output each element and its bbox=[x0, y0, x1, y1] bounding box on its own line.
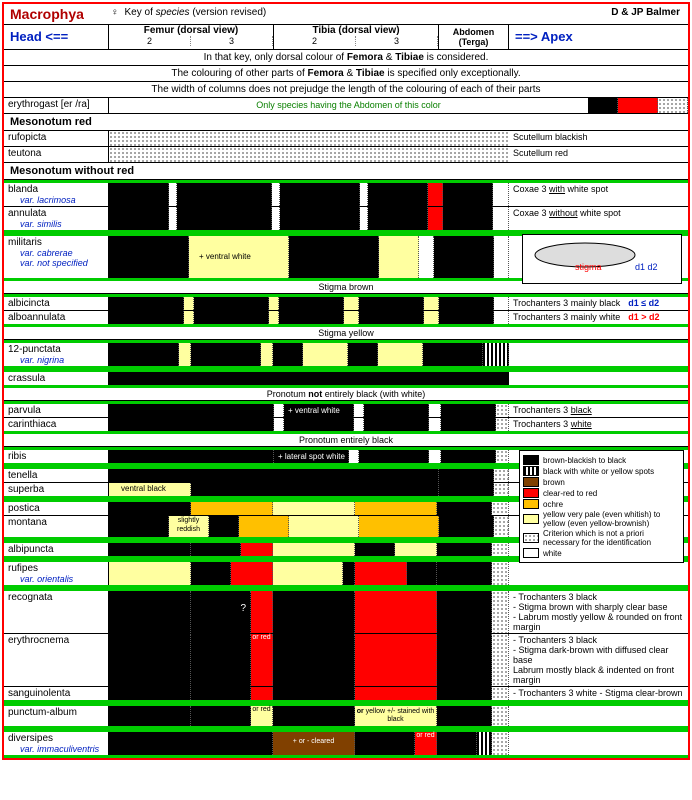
key-table: Macrophya ♀ Key of species (version revi… bbox=[2, 2, 690, 760]
sep-pronotum-not: Pronotum not entirely black (with white) bbox=[4, 388, 688, 401]
color-legend: brown-blackish to black black with white… bbox=[519, 450, 684, 563]
apex-label: ==> Apex bbox=[509, 25, 688, 49]
sex-symbol: ♀ bbox=[109, 4, 121, 24]
section-mesonotum-red: Mesonotum red bbox=[4, 114, 688, 131]
tibia-header: Tibia (dorsal view) 23 bbox=[274, 25, 439, 49]
row-alboannulata: alboannulata Trochanters 3 mainly whited… bbox=[4, 311, 688, 327]
row-militaris: militarisvar. cabreraevar. not specified… bbox=[4, 233, 688, 281]
row-annulata: annulatavar. similis Coxae 3 without whi… bbox=[4, 207, 688, 233]
head-label: Head <== bbox=[4, 25, 109, 49]
femur-label: Femur (dorsal view) bbox=[109, 25, 273, 36]
row-sanguinolenta: sanguinolenta - Trochanters 3 white - St… bbox=[4, 687, 688, 703]
sep-stigma-yellow: Stigma yellow bbox=[4, 327, 688, 340]
row-punctum-album: punctum-album or red or yellow +/- stain… bbox=[4, 703, 688, 729]
row-erythrocnema: erythrocnema or red - Trochanters 3 blac… bbox=[4, 634, 688, 687]
erythrogast-note: Only species having the Abdomen of this … bbox=[109, 98, 588, 113]
row-carinthiaca: carinthiaca Trochanters 3 white bbox=[4, 418, 688, 434]
section-mesonotum-without-red: Mesonotum without red bbox=[4, 163, 688, 180]
sep-pronotum-entire: Pronotum entirely black bbox=[4, 434, 688, 447]
species-name: erythrogast [er /ra] bbox=[4, 98, 109, 113]
note-3: The width of columns does not prejudge t… bbox=[4, 82, 688, 98]
row-crassula: crassula bbox=[4, 369, 688, 388]
authors: D & JP Balmer bbox=[603, 4, 688, 24]
row-erythrogast: erythrogast [er /ra] Only species having… bbox=[4, 98, 688, 114]
abdomen-header: Abdomen (Terga) bbox=[439, 25, 509, 49]
row-recognata: recognata ? - Trochanters 3 black - Stig… bbox=[4, 588, 688, 634]
row-parvula: parvula + ventral white Trochanters 3 bl… bbox=[4, 401, 688, 418]
row-12punctata: 12-punctatavar. nigrina bbox=[4, 340, 688, 369]
svg-text:d1 d2: d1 d2 bbox=[635, 262, 658, 272]
stigma-diagram: stigma d1 d2 bbox=[522, 234, 682, 284]
note-1: In that key, only dorsal colour of Femor… bbox=[4, 50, 688, 66]
row-albicincta: albicincta Trochanters 3 mainly blackd1 … bbox=[4, 294, 688, 311]
column-header: Head <== Femur (dorsal view) 23 Tibia (d… bbox=[4, 25, 688, 50]
row-blanda: blandavar. lacrimosa Coxae 3 with white … bbox=[4, 180, 688, 207]
row-ribis: ribis + lateral spot white brown-blackis… bbox=[4, 447, 688, 466]
stigma-label: stigma bbox=[575, 262, 602, 272]
subtitle: Key of species (version revised) bbox=[121, 4, 604, 24]
row-rufopicta: rufopicta Scutellum blackish bbox=[4, 131, 688, 147]
tibia-label: Tibia (dorsal view) bbox=[274, 25, 438, 36]
header-row: Macrophya ♀ Key of species (version revi… bbox=[4, 4, 688, 25]
femur-header: Femur (dorsal view) 23 bbox=[109, 25, 274, 49]
row-rufipes: rufipesvar. orientalis bbox=[4, 559, 688, 588]
row-teutona: teutona Scutellum red bbox=[4, 147, 688, 163]
note-2: The colouring of other parts of Femora &… bbox=[4, 66, 688, 82]
genus-title: Macrophya bbox=[4, 4, 109, 24]
row-diversipes: diversipesvar. immaculiventris + or - cl… bbox=[4, 729, 688, 758]
